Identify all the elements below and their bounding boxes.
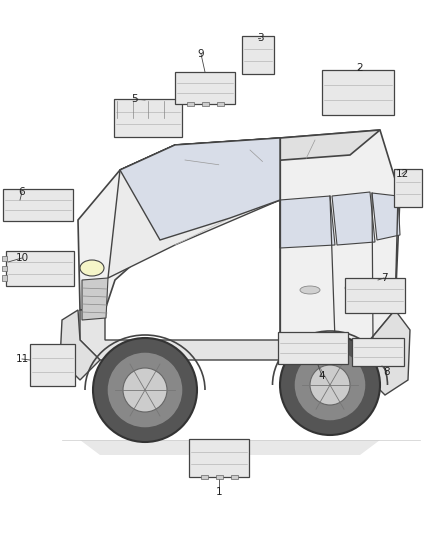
Ellipse shape xyxy=(123,368,167,412)
Ellipse shape xyxy=(294,349,366,421)
Text: 6: 6 xyxy=(19,187,25,197)
FancyBboxPatch shape xyxy=(187,102,194,106)
Text: 1: 1 xyxy=(215,487,223,497)
FancyBboxPatch shape xyxy=(216,475,223,479)
Polygon shape xyxy=(280,130,400,340)
FancyBboxPatch shape xyxy=(231,475,238,479)
Text: 7: 7 xyxy=(381,273,387,283)
FancyBboxPatch shape xyxy=(29,344,74,386)
Text: 11: 11 xyxy=(15,354,28,364)
FancyBboxPatch shape xyxy=(278,332,348,364)
Polygon shape xyxy=(80,440,380,455)
FancyBboxPatch shape xyxy=(201,475,208,479)
FancyBboxPatch shape xyxy=(3,189,73,221)
FancyBboxPatch shape xyxy=(2,265,7,271)
Polygon shape xyxy=(120,138,280,240)
Text: 2: 2 xyxy=(357,63,363,73)
Text: 10: 10 xyxy=(15,253,28,263)
Polygon shape xyxy=(280,196,335,248)
Text: 8: 8 xyxy=(384,367,390,377)
Ellipse shape xyxy=(310,365,350,405)
FancyBboxPatch shape xyxy=(114,99,182,137)
FancyBboxPatch shape xyxy=(2,276,7,280)
Polygon shape xyxy=(82,278,108,320)
Polygon shape xyxy=(60,310,100,380)
Text: 5: 5 xyxy=(132,94,138,104)
FancyBboxPatch shape xyxy=(189,439,249,477)
Text: 3: 3 xyxy=(257,33,263,43)
Text: 9: 9 xyxy=(198,49,204,59)
Ellipse shape xyxy=(345,284,365,292)
Ellipse shape xyxy=(280,335,380,435)
FancyBboxPatch shape xyxy=(345,278,405,312)
Ellipse shape xyxy=(300,286,320,294)
Text: 4: 4 xyxy=(319,371,325,381)
Text: 12: 12 xyxy=(396,169,409,179)
Polygon shape xyxy=(108,138,280,278)
FancyBboxPatch shape xyxy=(242,36,274,74)
Ellipse shape xyxy=(107,352,183,428)
Polygon shape xyxy=(78,138,280,310)
Ellipse shape xyxy=(93,338,197,442)
Polygon shape xyxy=(372,193,400,240)
Polygon shape xyxy=(120,130,380,170)
FancyBboxPatch shape xyxy=(175,72,235,104)
Ellipse shape xyxy=(80,260,104,276)
FancyBboxPatch shape xyxy=(322,69,394,115)
FancyBboxPatch shape xyxy=(217,102,224,106)
FancyBboxPatch shape xyxy=(202,102,209,106)
FancyBboxPatch shape xyxy=(352,338,404,366)
FancyBboxPatch shape xyxy=(394,169,422,207)
Polygon shape xyxy=(370,310,410,395)
Polygon shape xyxy=(332,192,375,245)
FancyBboxPatch shape xyxy=(6,251,74,286)
Polygon shape xyxy=(80,310,370,360)
FancyBboxPatch shape xyxy=(2,256,7,261)
